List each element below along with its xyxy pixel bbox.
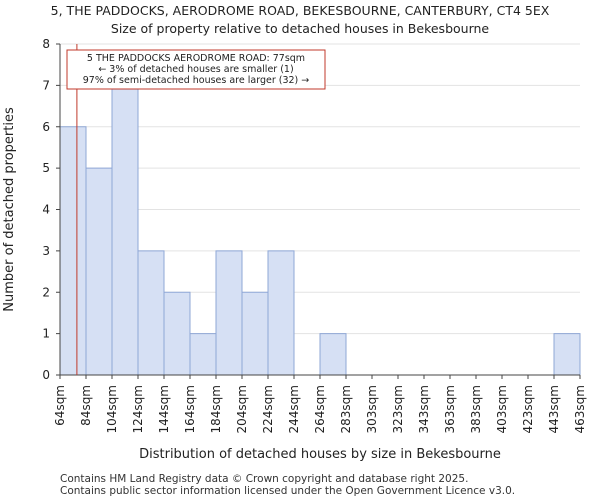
chart-title: 5, THE PADDOCKS, AERODROME ROAD, BEKESBO…	[50, 3, 550, 18]
x-tick-label: 144sqm	[157, 385, 171, 433]
bar	[189, 333, 217, 376]
bar	[319, 333, 347, 376]
y-tick-label: 3	[42, 244, 50, 258]
y-axis-label: Number of detached properties	[2, 107, 17, 312]
x-tick-label: 423sqm	[521, 385, 535, 433]
bar	[85, 167, 113, 376]
x-tick-label: 303sqm	[365, 385, 379, 433]
x-tick-label: 264sqm	[313, 385, 327, 433]
y-tick-label: 7	[42, 78, 50, 92]
x-tick-label: 64sqm	[53, 385, 67, 426]
bar-chart: 0 1 2 3 4 5 6 7 8 64sqm 84sqm 104sqm 124sqm 144sqm 164…	[2, 37, 587, 462]
x-tick-label: 184sqm	[209, 385, 223, 433]
x-tick-label: 244sqm	[287, 385, 301, 433]
y-tick-label: 1	[42, 327, 50, 341]
x-tick-label: 204sqm	[235, 385, 249, 433]
annotation-box	[66, 49, 326, 90]
bar	[111, 84, 139, 376]
x-tick-label: 224sqm	[261, 385, 275, 433]
footer-copyright: Contains HM Land Registry data © Crown c…	[60, 473, 469, 485]
bar	[59, 126, 87, 376]
bar	[163, 291, 191, 376]
y-tick-label: 0	[42, 368, 50, 382]
y-tick-label: 2	[42, 285, 50, 299]
bar	[215, 250, 243, 376]
bar	[267, 250, 295, 376]
x-tick-label: 283sqm	[339, 385, 353, 433]
annotation-line: 97% of semi-detached houses are larger (…	[83, 75, 310, 86]
bar	[137, 250, 165, 376]
annotation-line: 5 THE PADDOCKS AERODROME ROAD: 77sqm	[87, 53, 305, 64]
y-tick-label: 5	[42, 161, 50, 175]
chart-subtitle: Size of property relative to detached ho…	[110, 21, 490, 36]
x-tick-label: 164sqm	[183, 385, 197, 433]
y-tick-label: 6	[42, 120, 50, 134]
x-tick-label: 403sqm	[495, 385, 509, 433]
footer-licence: Contains public sector information licen…	[60, 485, 516, 497]
bar	[553, 333, 581, 376]
x-tick-label: 363sqm	[443, 385, 457, 433]
x-tick-label: 443sqm	[547, 385, 561, 433]
x-axis-label: Distribution of detached houses by size …	[139, 447, 501, 462]
x-tick-label: 84sqm	[79, 385, 93, 426]
x-tick-label: 104sqm	[105, 385, 119, 433]
x-tick-label: 124sqm	[131, 385, 145, 433]
x-tick-label: 463sqm	[573, 385, 587, 433]
bar	[241, 291, 269, 376]
x-tick-label: 323sqm	[391, 385, 405, 433]
x-tick-label: 343sqm	[417, 385, 431, 433]
x-tick-label: 383sqm	[469, 385, 483, 433]
annotation-line: ← 3% of detached houses are smaller (1)	[98, 64, 293, 75]
y-tick-label: 4	[42, 203, 50, 217]
y-tick-label: 8	[42, 37, 50, 51]
